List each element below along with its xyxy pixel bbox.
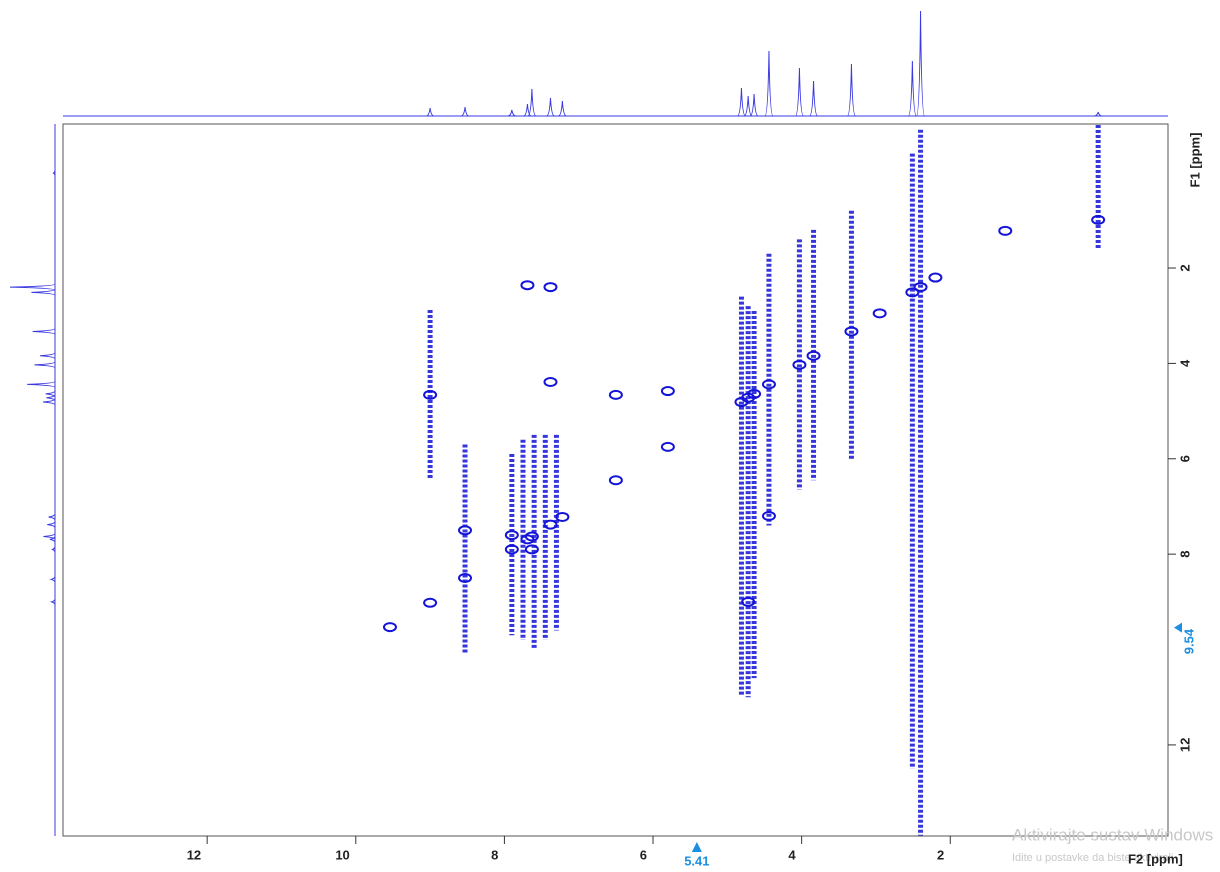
cross-peak bbox=[504, 530, 519, 541]
projection-peak bbox=[749, 93, 759, 117]
cross-peak bbox=[792, 359, 807, 370]
y-cursor-label: 9.54 bbox=[1181, 628, 1196, 654]
projection-peak bbox=[1094, 111, 1103, 117]
watermark: Idite u postavke da biste aktivirali bbox=[1012, 852, 1173, 864]
projection-peak bbox=[47, 521, 56, 528]
x-tick-label: 12 bbox=[187, 847, 201, 862]
projection-peak bbox=[546, 97, 555, 117]
projection-peak bbox=[460, 106, 470, 117]
x-tick-label: 8 bbox=[491, 847, 498, 862]
projection-peak bbox=[426, 107, 435, 117]
projection-peak bbox=[49, 576, 56, 583]
x-tick-label: 6 bbox=[640, 847, 647, 862]
cross-peak bbox=[423, 389, 438, 400]
cross-peak bbox=[458, 573, 473, 584]
projection-peak bbox=[43, 533, 56, 540]
y-tick-label: 4 bbox=[1177, 359, 1192, 367]
projection-peak bbox=[34, 361, 56, 369]
cross-peak bbox=[660, 441, 675, 452]
projection-peak bbox=[52, 170, 56, 177]
y-tick-label: 2 bbox=[1177, 264, 1192, 271]
cross-peak bbox=[504, 544, 519, 555]
cross-peak bbox=[543, 519, 558, 530]
cross-peak bbox=[423, 597, 438, 608]
projection-peak bbox=[39, 352, 56, 359]
cross-peak bbox=[524, 544, 539, 555]
cross-peak bbox=[741, 596, 756, 607]
x-cursor bbox=[691, 842, 702, 852]
y-tick-label: 8 bbox=[1177, 551, 1192, 558]
cross-peak bbox=[543, 376, 558, 387]
cross-peak bbox=[747, 388, 762, 399]
projection-peak bbox=[794, 67, 804, 117]
projection-peak bbox=[32, 328, 56, 335]
cross-peak bbox=[524, 531, 539, 542]
projection-peak bbox=[507, 109, 516, 117]
cross-peak bbox=[806, 350, 821, 361]
projection-peak bbox=[31, 288, 56, 296]
projection-peak bbox=[42, 398, 56, 406]
projection-peak bbox=[27, 380, 56, 388]
projection-peak bbox=[45, 390, 56, 398]
projection-peak bbox=[558, 100, 567, 117]
cross-peak bbox=[905, 287, 920, 298]
cross-peak bbox=[998, 225, 1013, 236]
y-cursor bbox=[1174, 622, 1182, 633]
cross-peak bbox=[458, 525, 473, 536]
cross-peak bbox=[608, 389, 623, 400]
projection-peak bbox=[743, 95, 753, 117]
projection-peak bbox=[809, 80, 819, 117]
cross-peak bbox=[928, 272, 943, 283]
projection-peak bbox=[51, 546, 56, 553]
x-tick-label: 2 bbox=[937, 847, 944, 862]
cross-peak bbox=[872, 308, 887, 319]
projection-peak bbox=[916, 10, 926, 117]
y-tick-label: 12 bbox=[1177, 738, 1192, 752]
cross-peak bbox=[913, 282, 928, 293]
x-axis-label: F2 [ppm] bbox=[1128, 851, 1183, 866]
watermark: Aktivirajte sustav Windows bbox=[1012, 825, 1213, 844]
x-tick-label: 10 bbox=[335, 847, 349, 862]
cross-peak bbox=[555, 511, 570, 522]
cross-peak bbox=[761, 511, 776, 522]
cross-peak bbox=[520, 280, 535, 291]
x-cursor-label: 5.41 bbox=[684, 853, 709, 868]
y-axis-label: F1 [ppm] bbox=[1187, 133, 1202, 188]
projection-peak bbox=[523, 103, 532, 117]
cross-peak bbox=[660, 386, 675, 397]
projection-peak bbox=[737, 87, 746, 117]
y-tick-label: 6 bbox=[1177, 455, 1192, 462]
cross-peak bbox=[761, 379, 776, 390]
projection-peak bbox=[907, 60, 917, 117]
cross-peak bbox=[608, 475, 623, 486]
plot-frame bbox=[62, 123, 1169, 837]
cross-peak bbox=[543, 282, 558, 293]
projection-peak bbox=[527, 88, 537, 117]
x-tick-label: 4 bbox=[788, 847, 796, 862]
projection-peak bbox=[9, 283, 56, 291]
cross-peak bbox=[844, 326, 859, 337]
projection-peak bbox=[49, 536, 56, 543]
projection-peak bbox=[49, 598, 56, 605]
projection-peak bbox=[846, 63, 856, 117]
projection-peak bbox=[764, 50, 774, 117]
cross-peak bbox=[382, 622, 397, 633]
projection-peak bbox=[48, 513, 56, 521]
cross-peak bbox=[1091, 214, 1106, 225]
